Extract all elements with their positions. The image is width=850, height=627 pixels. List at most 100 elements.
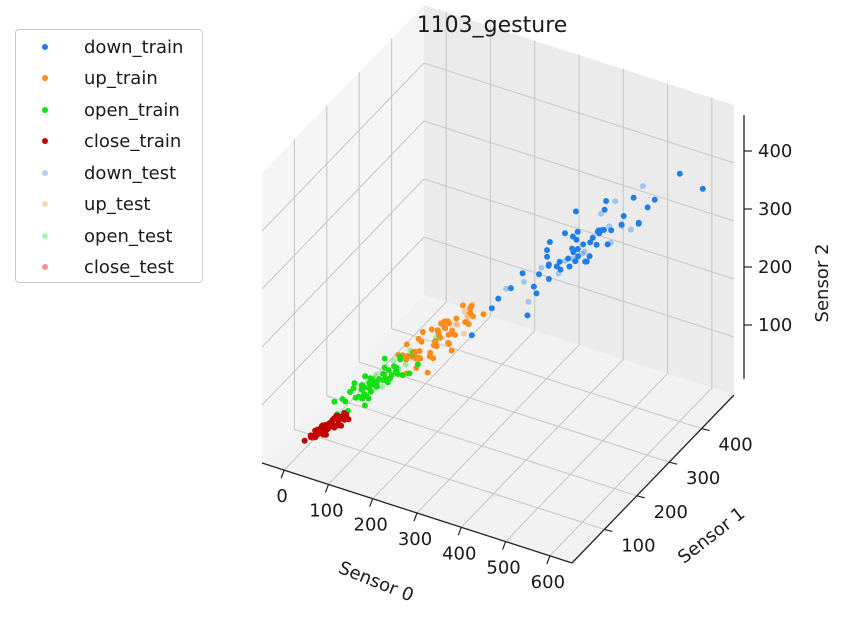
data-point (380, 370, 386, 377)
axes-ticks: 0 100 200 300 400 500 600 100 200 300 400 100 200 300… (276, 141, 792, 593)
data-point (521, 278, 527, 285)
z-tick-label: 100 (758, 315, 792, 336)
data-point (519, 270, 526, 277)
legend-label: up_train (84, 67, 158, 89)
data-point (699, 185, 706, 192)
side-pane (262, 5, 424, 463)
data-point (468, 303, 475, 309)
data-point (618, 221, 625, 228)
data-point (310, 432, 317, 439)
grid-line-y (358, 72, 670, 463)
data-point (480, 311, 487, 318)
x-tick-label: 500 (486, 558, 520, 579)
data-point (365, 378, 371, 385)
data-point (372, 372, 379, 378)
data-point (324, 424, 331, 431)
y-tick-label: 200 (654, 502, 688, 523)
data-point (437, 334, 444, 341)
data-point (318, 424, 325, 430)
x-tick-label: 600 (531, 572, 565, 593)
legend-marker (42, 75, 48, 81)
data-point (545, 262, 552, 269)
x-tick (324, 484, 329, 493)
data-point (562, 257, 569, 264)
data-point (384, 379, 391, 386)
legend-label: close_train (84, 130, 182, 152)
data-point (409, 352, 416, 359)
data-point (545, 276, 552, 282)
legend-item-open-train[interactable]: open_train (16, 96, 180, 124)
data-point (565, 255, 572, 262)
data-point (321, 426, 327, 433)
legend-item-up-test[interactable]: up_test (16, 190, 150, 218)
data-point (495, 295, 502, 302)
z-tick-label: 400 (758, 141, 792, 162)
data-point (524, 312, 531, 319)
series-open-test (365, 334, 439, 393)
data-point (403, 341, 410, 348)
data-point (607, 239, 614, 246)
data-point (331, 398, 338, 405)
data-point (313, 427, 320, 434)
legend-item-down-test[interactable]: down_test (16, 159, 176, 187)
legend-marker (42, 264, 48, 270)
data-point (445, 339, 452, 346)
data-point (589, 234, 596, 241)
x-tick (457, 527, 462, 536)
legend: down_train up_train open_train close_tra… (15, 29, 203, 283)
data-point (569, 255, 576, 262)
axes-grid (261, 12, 735, 557)
y-tick-label: 400 (718, 435, 752, 456)
data-point (347, 389, 353, 395)
data-point (463, 318, 470, 325)
data-point (569, 233, 576, 240)
data-point (432, 334, 439, 341)
data-point (329, 417, 336, 424)
data-point (402, 361, 409, 368)
data-point (430, 342, 437, 349)
data-point (503, 285, 510, 292)
data-point (365, 395, 372, 402)
grid-line-z (261, 178, 735, 348)
legend-item-close-train[interactable]: close_train (16, 127, 181, 155)
data-point (546, 239, 553, 245)
x-tick (502, 541, 507, 550)
data-point (618, 223, 625, 230)
data-point (583, 258, 590, 265)
data-points (301, 170, 706, 444)
data-point (620, 213, 627, 219)
legend-item-down-train[interactable]: down_train (16, 33, 183, 61)
data-point (572, 208, 579, 215)
x-tick-label: 100 (309, 500, 343, 521)
legend-marker (42, 233, 48, 239)
y-tick (636, 495, 645, 499)
data-point (574, 246, 581, 252)
data-point (362, 373, 369, 380)
data-point (390, 357, 397, 364)
data-point (587, 239, 594, 246)
data-point (581, 248, 588, 255)
data-point (604, 241, 611, 248)
data-point (393, 366, 400, 373)
data-point (464, 314, 471, 321)
data-point (452, 321, 459, 328)
data-point (601, 206, 608, 213)
x-axis-label: Sensor 0 (336, 557, 417, 606)
data-point (586, 253, 593, 260)
grid-line-x (372, 40, 536, 500)
data-point (462, 319, 469, 326)
data-point (598, 210, 605, 217)
data-point (606, 223, 613, 230)
data-point (608, 227, 615, 234)
data-point (413, 354, 420, 361)
legend-item-up-train[interactable]: up_train (16, 64, 158, 92)
data-point (630, 194, 637, 201)
data-point (533, 290, 540, 297)
legend-item-close-test[interactable]: close_test (16, 253, 174, 281)
data-point (319, 423, 326, 430)
data-point (635, 220, 642, 227)
legend-item-open-test[interactable]: open_test (16, 222, 173, 250)
legend-marker (42, 201, 48, 207)
data-point (333, 416, 340, 422)
data-point (566, 263, 573, 270)
